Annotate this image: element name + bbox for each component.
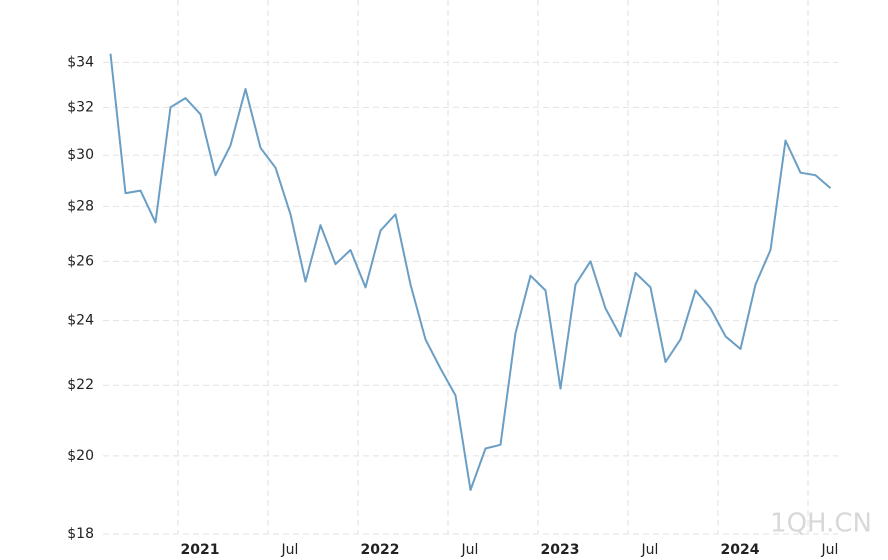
y-tick-label: $30 (67, 147, 94, 163)
x-tick-label: 2022 (361, 542, 400, 558)
y-tick-label: $22 (67, 377, 94, 393)
x-tick-label: Jul (821, 542, 839, 558)
y-tick-label: $26 (67, 253, 94, 269)
y-tick-label: $28 (67, 198, 94, 214)
y-tick-label: $18 (67, 526, 94, 542)
x-tick-label: Jul (281, 542, 299, 558)
y-tick-label: $34 (67, 54, 94, 70)
price-line (109, 53, 832, 491)
x-tick-label: Jul (461, 542, 479, 558)
x-tick-label: Jul (641, 542, 659, 558)
y-tick-label: $20 (67, 448, 94, 464)
y-tick-label: $32 (67, 99, 94, 115)
x-tick-label: 2024 (721, 542, 760, 558)
x-tick-label: 2021 (181, 542, 220, 558)
x-tick-label: 2023 (541, 542, 580, 558)
y-tick-label: $24 (67, 313, 94, 329)
